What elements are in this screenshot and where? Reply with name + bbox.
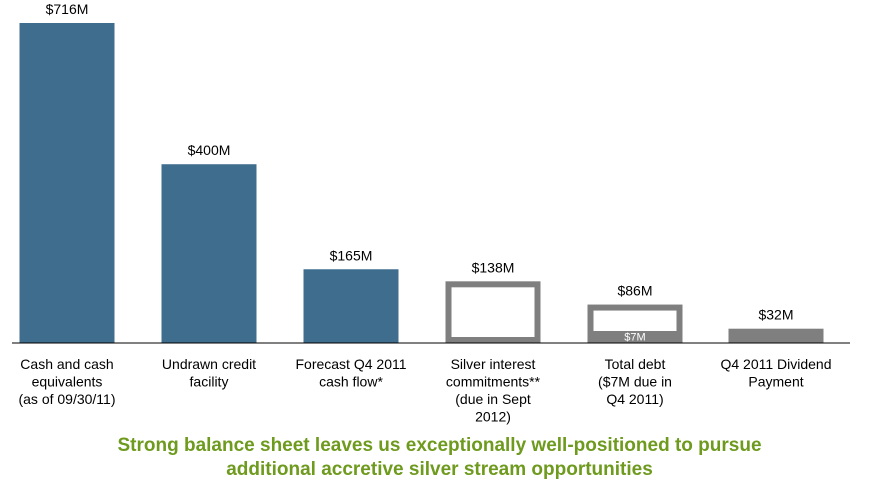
category-label-3-0: Silver interest (451, 356, 536, 372)
value-label-5: $32M (758, 307, 793, 323)
bar-0 (19, 23, 115, 343)
bar-1 (161, 164, 257, 343)
bar-3 (445, 281, 541, 344)
category-label-3-1: commitments** (446, 374, 541, 390)
inner-segment-label: $7M (624, 332, 645, 344)
footer-message: Strong balance sheet leaves us exception… (0, 434, 879, 482)
category-label-1-1: facility (190, 374, 229, 390)
category-label-1-0: Undrawn credit (162, 356, 256, 372)
balance-sheet-bar-chart: $716M Cash and cash equivalents(as of 09/3… (12, 1, 850, 425)
bar-2 (303, 269, 399, 343)
inner-segment-bar (587, 331, 683, 343)
category-label-0-1: equivalents (32, 374, 103, 390)
category-label-5-0: Q4 2011 Dividend (720, 356, 831, 372)
bar-5 (728, 328, 824, 343)
value-label-4: $86M (617, 283, 652, 299)
value-label-0: $716M (46, 1, 89, 17)
category-label-3-3: 2012) (475, 409, 511, 425)
value-label-1: $400M (188, 142, 231, 158)
category-label-5-1: Payment (748, 374, 803, 390)
value-label-3: $138M (472, 259, 515, 275)
footer-line-1: Strong balance sheet leaves us exception… (117, 435, 762, 456)
footer-line-2: additional accretive silver stream oppor… (226, 459, 653, 480)
category-label-3-2: (due in Sept (455, 391, 531, 407)
category-label-4-1: ($7M due in (598, 374, 672, 390)
category-label-0-0: Cash and cash (20, 356, 113, 372)
category-label-4-2: Q4 2011) (606, 391, 663, 407)
category-label-0-2: (as of 09/30/11) (18, 391, 115, 407)
category-label-2-1: cash flow* (319, 374, 383, 390)
category-label-2-0: Forecast Q4 2011 (295, 356, 406, 372)
category-label-4-0: Total debt (605, 356, 666, 372)
value-label-2: $165M (330, 247, 373, 263)
